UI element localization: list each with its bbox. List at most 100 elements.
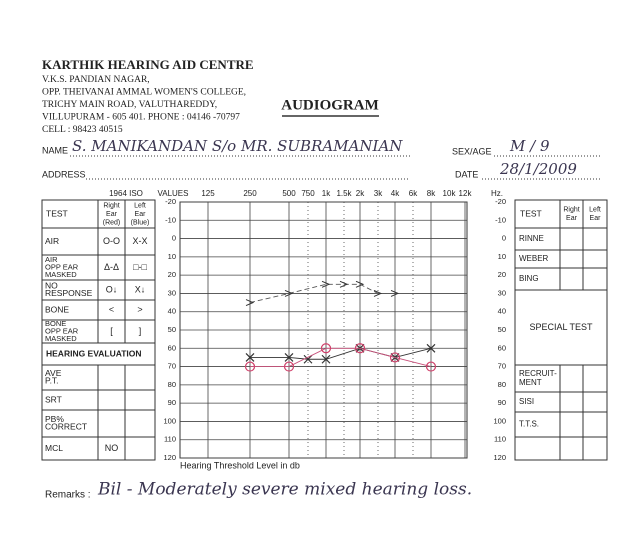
y-tick-label: 60 (168, 343, 176, 352)
left-air-marker (321, 354, 331, 364)
frequency-label: 12k (459, 189, 473, 198)
bone-marker (321, 280, 331, 288)
row-label: CORRECT (45, 422, 87, 432)
address-line: TRICHY MAIN ROAD, VALUTHAREDDY, (42, 100, 217, 110)
right-air-marker (389, 352, 401, 363)
left-air-marker (303, 354, 313, 364)
right-air-marker (283, 361, 295, 372)
y-tick-label: 90 (168, 398, 176, 407)
centre-name: KARTHIK HEARING AID CENTRE (42, 57, 254, 72)
bone-marker (355, 280, 365, 288)
axis-label: Hearing Threshold Level in db (180, 460, 300, 470)
y-tick-label: 40 (168, 307, 176, 316)
row-label: RINNE (519, 234, 544, 243)
column-header: Left (134, 202, 146, 209)
right-symbol: NO (105, 443, 119, 453)
sex-age: M / 9 (509, 137, 550, 155)
values-label: VALUES (158, 189, 189, 198)
hz-label: Hz. (491, 189, 503, 198)
row-label: OPP EAR (45, 326, 79, 335)
column-header: Left (589, 207, 601, 214)
date: 28/1/2009 (499, 160, 577, 178)
table-frame (514, 199, 608, 461)
y-tick-label-right: 110 (494, 435, 506, 444)
frequency-label: 6k (409, 189, 418, 198)
section-label: SPECIAL TEST (529, 322, 593, 332)
left-air-marker (245, 353, 255, 362)
column-header: Ear (106, 211, 118, 218)
frequency-label: 1.5k (336, 189, 352, 198)
sex-age-label: SEX/AGE (452, 146, 492, 156)
row-label: BONE (45, 319, 66, 328)
row-label: OPP EAR (45, 262, 79, 271)
section-label: HEARING EVALUATION (46, 348, 142, 358)
frequency-label: 3k (374, 189, 383, 198)
y-tick-label-right: -10 (495, 215, 506, 224)
patient-name: S. MANIKANDAN S/o MR. SUBRAMANIAN (72, 137, 403, 155)
iso-label: 1964 ISO (109, 189, 143, 198)
y-tick-label: 110 (164, 435, 176, 444)
right-air-marker (425, 361, 437, 372)
right-air-marker (354, 343, 366, 354)
y-tick-label: 50 (168, 325, 176, 334)
y-tick-label-right: 20 (498, 270, 506, 279)
row-label: BING (519, 274, 539, 283)
frequency-label: 4k (391, 189, 400, 198)
frequency-label: 500 (282, 189, 296, 198)
bone-marker (339, 280, 349, 288)
y-tick-label-right: 50 (498, 325, 506, 334)
row-label: NO (45, 281, 58, 291)
bone-marker (284, 289, 294, 297)
right-symbol: O-O (103, 236, 120, 246)
row-label: T.T.S. (519, 420, 539, 429)
address-label: ADDRESS (42, 169, 86, 179)
y-tick-label: 10 (168, 252, 176, 261)
y-tick-label-right: 40 (498, 307, 506, 316)
frequency-label: 750 (301, 189, 315, 198)
y-tick-label: 120 (163, 453, 176, 462)
left-air-marker (284, 353, 294, 362)
row-label: AIR (45, 255, 58, 264)
column-header: (Blue) (131, 219, 150, 226)
right-air-marker (320, 343, 332, 354)
name-label: NAME (42, 145, 68, 155)
row-label: MCL (45, 443, 63, 453)
address-line: OPP. THEIVANAI AMMAL WOMEN'S COLLEGE, (42, 88, 246, 98)
row-label: P.T. (45, 376, 59, 386)
right-symbol: O↓ (106, 284, 118, 294)
row-label: AIR (45, 236, 59, 246)
left-symbol: X-X (132, 236, 147, 246)
y-tick-label-right: 60 (498, 343, 506, 352)
frequency-label: 8k (427, 189, 436, 198)
row-label: PB% (45, 414, 64, 424)
right-air-marker (244, 361, 256, 372)
left-symbol: > (137, 304, 142, 314)
right-symbol: [ (110, 326, 113, 336)
bone-marker (245, 299, 255, 307)
frequency-label: 250 (243, 189, 257, 198)
row-label: MASKED (45, 270, 77, 279)
row-label: WEBER (519, 254, 549, 263)
frequency-label: 10k (443, 189, 457, 198)
address-line: V.K.S. PANDIAN NAGAR, (42, 75, 150, 85)
column-header: Right (563, 207, 579, 214)
bone-marker (373, 289, 383, 297)
date-label: DATE (455, 169, 478, 179)
y-tick-label-right: 30 (498, 288, 506, 297)
y-tick-label: 100 (163, 416, 176, 425)
row-label: RESPONSE (45, 288, 93, 298)
column-header: (Red) (103, 219, 121, 226)
address-line: VILLUPURAM - 605 401. PHONE : 04146 -707… (42, 113, 240, 123)
row-label: SISI (519, 397, 534, 406)
y-tick-label-right: 80 (498, 380, 506, 389)
column-header: TEST (46, 208, 68, 218)
row-label: MENT (519, 378, 542, 387)
y-tick-label: 0 (172, 234, 176, 243)
address-line: CELL : 98423 40515 (42, 125, 123, 135)
left-symbol: □-□ (133, 262, 147, 272)
y-tick-label-right: 90 (498, 398, 506, 407)
y-tick-label-right: 10 (498, 252, 506, 261)
